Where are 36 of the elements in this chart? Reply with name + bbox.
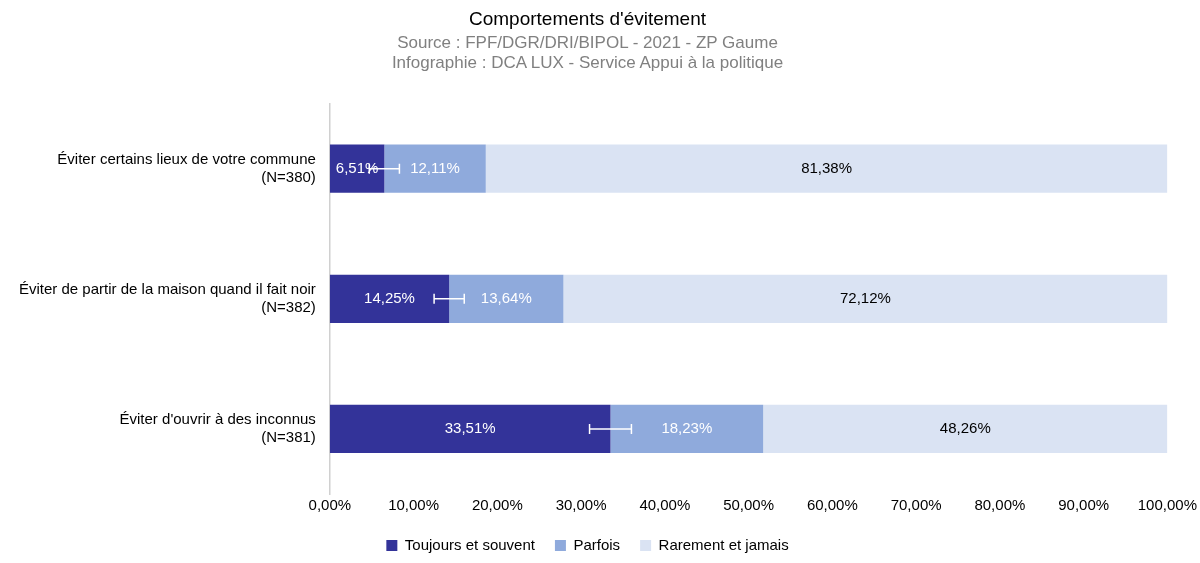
- x-tick-label: 50,00%: [723, 496, 775, 514]
- bar: [449, 274, 564, 323]
- x-tick-label: 70,00%: [890, 496, 942, 514]
- bar: [485, 144, 1168, 193]
- text: Infographie : DCA LUX - Service Appui à la politique: [391, 53, 784, 73]
- data-label: 13,64%: [480, 288, 532, 306]
- x-tick-label: 20,00%: [471, 496, 523, 514]
- bar: [329, 274, 450, 323]
- bar: [384, 144, 486, 193]
- bar: [610, 404, 764, 454]
- x-tick-label: 0,00%: [308, 496, 352, 514]
- y-tick-label: Éviter d'ouvrir à des inconnus (N=381): [119, 410, 316, 446]
- x-tick-label: 100,00%: [1137, 496, 1197, 514]
- data-label: 81,38%: [801, 158, 853, 176]
- x-tick-label: 60,00%: [806, 496, 858, 514]
- x-tick-label: 90,00%: [1058, 496, 1110, 514]
- chart-title: Comportements d'évitement: [468, 7, 707, 29]
- y-tick-label: Éviter certains lieux de votre commune (N=380): [57, 149, 316, 185]
- legend-label: Rarement et jamais: [658, 535, 789, 553]
- bar: [329, 404, 611, 454]
- legend-label: Parfois: [573, 535, 621, 553]
- y-tick-label: Éviter de partir de la maison quand il fait noir (N=382): [18, 279, 316, 315]
- chart-subtitle: Source : FPF/DGR/DRI/BIPOL - 2021 - ZP Gaume: [397, 32, 778, 52]
- x-tick-label: 80,00%: [974, 496, 1026, 514]
- data-label: 12,11%: [410, 158, 460, 176]
- bar: [563, 274, 1168, 323]
- data-label: 18,23%: [661, 419, 713, 437]
- bar: [763, 404, 1168, 454]
- data-label: 33,51%: [444, 419, 496, 437]
- data-label: 72,12%: [840, 288, 891, 306]
- legend-label: Toujours et souvent: [404, 535, 536, 553]
- data-label: 48,26%: [939, 419, 991, 437]
- data-label: 14,25%: [364, 288, 415, 306]
- x-tick-label: 40,00%: [639, 496, 691, 514]
- x-tick-label: 30,00%: [555, 496, 607, 514]
- x-tick-label: 10,00%: [388, 496, 440, 514]
